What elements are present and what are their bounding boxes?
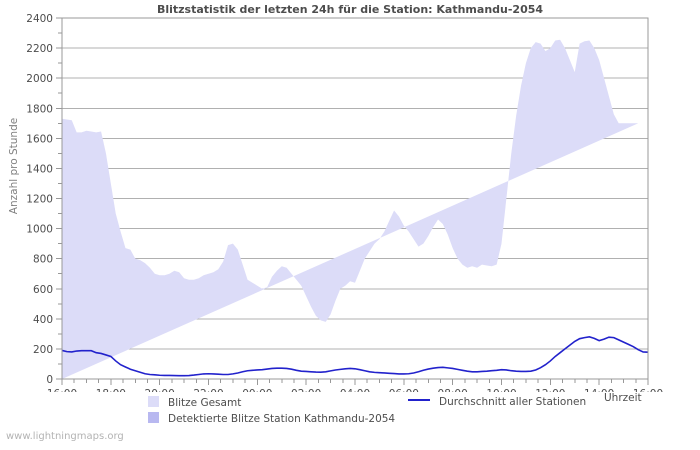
legend-swatch-average — [408, 399, 430, 401]
line-series-average — [61, 336, 649, 377]
y-axis-tick-label: 1800 — [26, 103, 53, 115]
plot-area: 0 200 400 600 800 1000 1200 1400 1600 1800 2000 220… — [26, 13, 663, 392]
x-axis-tick-label: 18:00 — [96, 388, 126, 392]
legend-label-total: Blitze Gesamt — [168, 397, 242, 409]
plot-frame — [61, 17, 649, 380]
y-axis-tick-label: 800 — [33, 254, 53, 266]
legend-item-average: Durchschnitt aller Stationen — [408, 396, 586, 408]
x-axis-tick-label: 14:00 — [584, 388, 614, 392]
x-axis-tick-label: 04:00 — [340, 388, 370, 392]
legend-label-average: Durchschnitt aller Stationen — [439, 396, 587, 408]
x-axis-label: Uhrzeit — [604, 392, 642, 404]
legend-swatch-station — [148, 412, 159, 423]
x-axis-tick-label: 10:00 — [486, 388, 516, 392]
y-axis-tick-label: 1200 — [26, 194, 53, 206]
x-axis-tick-label: 02:00 — [291, 388, 321, 392]
y-axis-tick-label: 1600 — [26, 133, 53, 145]
x-axis-tick-label: 16:00 — [47, 388, 77, 392]
area-series-0 — [62, 39, 639, 380]
y-axis-tick-label: 1400 — [26, 163, 53, 175]
x-axis-tick-label: 20:00 — [145, 388, 175, 392]
y-axis-tick-label: 200 — [33, 344, 53, 356]
legend-item-station: Detektierte Blitze Station Kathmandu-205… — [148, 412, 395, 425]
x-axis-tick-label: 00:00 — [242, 388, 272, 392]
chart-legend: Blitze Gesamt Detektierte Blitze Station… — [0, 394, 700, 425]
x-axis-tick-label: 12:00 — [535, 388, 565, 392]
y-axis-tick-label: 2400 — [26, 13, 53, 25]
legend-swatch-total — [148, 396, 159, 407]
y-axis-tick-label: 1000 — [26, 224, 53, 236]
x-axis-tick-label: 16:00 — [633, 388, 663, 392]
y-axis-tick-label: 2000 — [26, 73, 53, 85]
legend-label-station: Detektierte Blitze Station Kathmandu-205… — [168, 413, 396, 425]
x-axis-tick-label: 22:00 — [193, 388, 223, 392]
legend-item-total: Blitze Gesamt — [148, 396, 241, 409]
page-title: Blitzstatistik der letzten 24h für die S… — [156, 3, 544, 16]
x-axis-tick-label: 08:00 — [438, 388, 468, 392]
y-axis-tick-label: 0 — [46, 374, 53, 386]
y-axis-tick-label: 400 — [33, 314, 53, 326]
x-axis-tick-label: 06:00 — [389, 388, 419, 392]
footer-watermark: www.lightningmaps.org — [6, 431, 124, 442]
y-axis-tick-label: 2200 — [26, 43, 53, 55]
y-axis-tick-label: 600 — [33, 284, 53, 296]
